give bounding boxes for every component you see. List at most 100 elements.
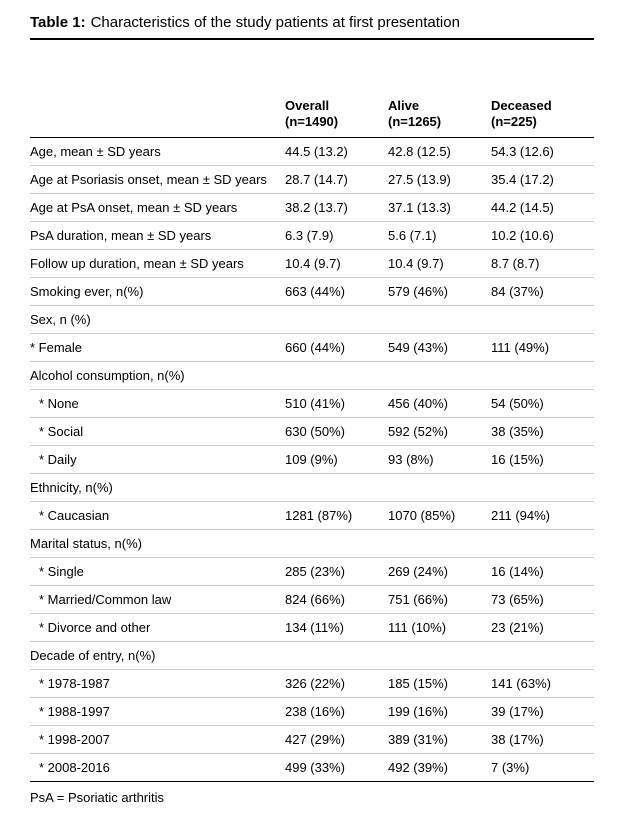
row-label: * Caucasian [30, 501, 285, 530]
table-row: Sex, n (%) [30, 305, 594, 334]
row-value: 38 (17%) [491, 725, 594, 754]
row-value: 1070 (85%) [388, 501, 491, 530]
header-alive-name: Alive [388, 98, 420, 113]
row-value: 10.4 (9.7) [388, 249, 491, 278]
row-value [285, 473, 388, 502]
table-row: Age, mean ± SD years 44.5 (13.2) 42.8 (12.… [30, 137, 594, 166]
header-deceased: Deceased (n=225) [491, 98, 594, 138]
table-body: Age, mean ± SD years 44.5 (13.2) 42.8 (12.… [30, 137, 594, 782]
row-value: 630 (50%) [285, 417, 388, 446]
row-value: 141 (63%) [491, 669, 594, 698]
row-label: * Female [30, 333, 285, 362]
table-title: Table 1: Characteristics of the study pat… [30, 14, 594, 40]
table-row: Marital status, n(%) [30, 529, 594, 558]
row-value: 592 (52%) [388, 417, 491, 446]
row-value: 269 (24%) [388, 557, 491, 586]
header-overall-name: Overall [285, 98, 330, 113]
row-value: 579 (46%) [388, 277, 491, 306]
table-row: * 2008-2016 499 (33%) 492 (39%) 7 (3%) [30, 753, 594, 782]
row-label: Ethnicity, n(%) [30, 473, 285, 502]
row-value [388, 641, 491, 670]
row-value: 38.2 (13.7) [285, 193, 388, 222]
row-value [285, 361, 388, 390]
row-value: 35.4 (17.2) [491, 165, 594, 194]
row-value: 54 (50%) [491, 389, 594, 418]
row-value [285, 529, 388, 558]
table-row: * Single 285 (23%) 269 (24%) 16 (14%) [30, 557, 594, 586]
row-value: 5.6 (7.1) [388, 221, 491, 250]
row-value: 10.4 (9.7) [285, 249, 388, 278]
row-label: * 1998-2007 [30, 725, 285, 754]
row-value [285, 641, 388, 670]
row-value: 6.3 (7.9) [285, 221, 388, 250]
row-value: 7 (3%) [491, 753, 594, 782]
row-value: 44.5 (13.2) [285, 137, 388, 166]
table-row: Ethnicity, n(%) [30, 473, 594, 502]
table-row: * 1988-1997 238 (16%) 199 (16%) 39 (17%) [30, 697, 594, 726]
row-value: 134 (11%) [285, 613, 388, 642]
row-value: 27.5 (13.9) [388, 165, 491, 194]
row-label: Age, mean ± SD years [30, 137, 285, 166]
row-label: * 2008-2016 [30, 753, 285, 782]
row-value: 1281 (87%) [285, 501, 388, 530]
row-value: 44.2 (14.5) [491, 193, 594, 222]
table-row: * Female 660 (44%) 549 (43%) 111 (49%) [30, 333, 594, 362]
row-value: 23 (21%) [491, 613, 594, 642]
row-label: * 1978-1987 [30, 669, 285, 698]
row-label: Decade of entry, n(%) [30, 641, 285, 670]
row-value [388, 305, 491, 334]
header-empty [30, 98, 285, 138]
row-value [388, 361, 491, 390]
row-label: PsA duration, mean ± SD years [30, 221, 285, 250]
row-value: 285 (23%) [285, 557, 388, 586]
table-footnote: PsA = Psoriatic arthritis [30, 790, 165, 805]
row-value [491, 641, 594, 670]
row-value: 28.7 (14.7) [285, 165, 388, 194]
header-overall-n: (n=1490) [285, 114, 339, 129]
row-value: 824 (66%) [285, 585, 388, 614]
row-label: * Married/Common law [30, 585, 285, 614]
header-deceased-name: Deceased [491, 98, 552, 113]
row-value: 42.8 (12.5) [388, 137, 491, 166]
header-alive-n: (n=1265) [388, 114, 442, 129]
row-value: 499 (33%) [285, 753, 388, 782]
table-row: Decade of entry, n(%) [30, 641, 594, 670]
row-label: Alcohol consumption, n(%) [30, 361, 285, 390]
row-value: 456 (40%) [388, 389, 491, 418]
row-value: 510 (41%) [285, 389, 388, 418]
row-value: 211 (94%) [491, 501, 594, 530]
table-row: * None 510 (41%) 456 (40%) 54 (50%) [30, 389, 594, 418]
row-label: Sex, n (%) [30, 305, 285, 334]
table-header-row: Overall (n=1490) Alive (n=1265) Deceased… [30, 98, 594, 138]
table-row: * Divorce and other 134 (11%) 111 (10%) 23 … [30, 613, 594, 642]
row-value [491, 473, 594, 502]
header-deceased-n: (n=225) [491, 114, 537, 129]
row-value: 111 (10%) [388, 613, 491, 642]
row-value: 427 (29%) [285, 725, 388, 754]
row-label: Smoking ever, n(%) [30, 277, 285, 306]
table-title-text: Characteristics of the study patients at… [90, 14, 460, 31]
row-value: 326 (22%) [285, 669, 388, 698]
row-value [388, 473, 491, 502]
row-value [285, 305, 388, 334]
row-value: 109 (9%) [285, 445, 388, 474]
row-label: Follow up duration, mean ± SD years [30, 249, 285, 278]
row-value: 84 (37%) [491, 277, 594, 306]
row-value: 38 (35%) [491, 417, 594, 446]
table-row: * Social 630 (50%) 592 (52%) 38 (35%) [30, 417, 594, 446]
row-value: 10.2 (10.6) [491, 221, 594, 250]
header-alive: Alive (n=1265) [388, 98, 491, 138]
row-value: 54.3 (12.6) [491, 137, 594, 166]
row-value: 93 (8%) [388, 445, 491, 474]
row-label: Marital status, n(%) [30, 529, 285, 558]
row-label: * None [30, 389, 285, 418]
row-value: 39 (17%) [491, 697, 594, 726]
row-value: 549 (43%) [388, 333, 491, 362]
row-value: 185 (15%) [388, 669, 491, 698]
row-label: Age at Psoriasis onset, mean ± SD years [30, 165, 285, 194]
table-row: Alcohol consumption, n(%) [30, 361, 594, 390]
row-value: 492 (39%) [388, 753, 491, 782]
table-row: * Caucasian 1281 (87%) 1070 (85%) 211 (94%) [30, 501, 594, 530]
row-label: * Single [30, 557, 285, 586]
row-value [388, 529, 491, 558]
